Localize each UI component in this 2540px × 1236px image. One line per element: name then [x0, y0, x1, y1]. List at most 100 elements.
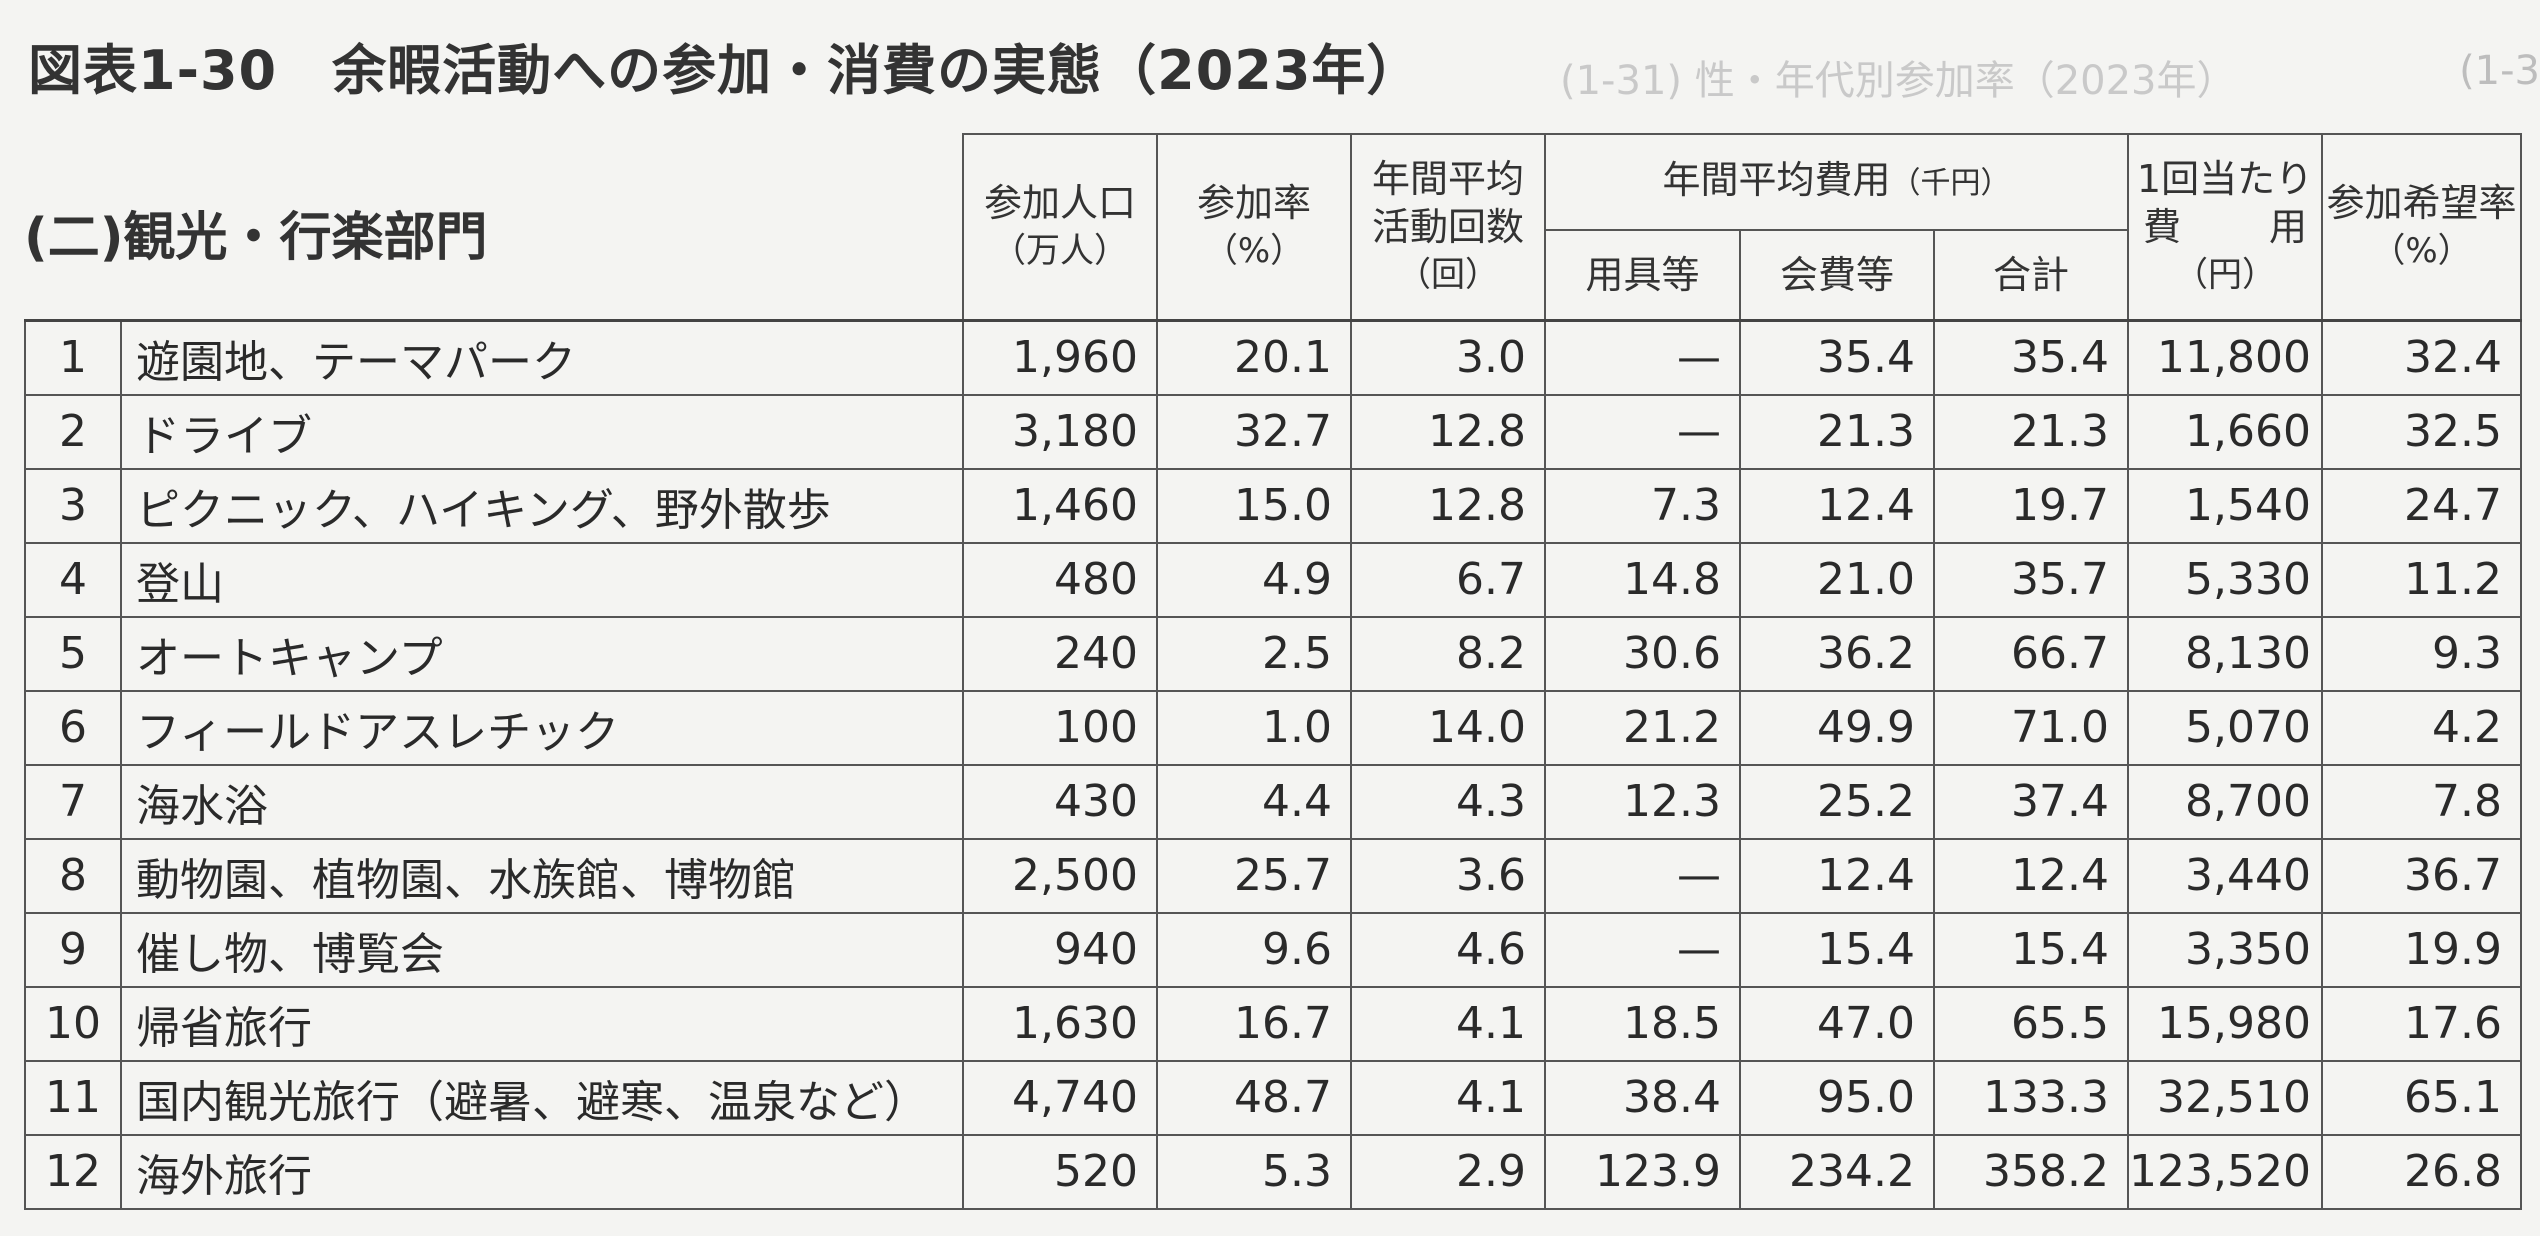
wish-rate-cell: 32.4: [2321, 319, 2522, 396]
activity-name: フィールドアスレチック: [120, 689, 964, 766]
equipment-cost-cell: —: [1544, 911, 1741, 988]
rate-cell: 16.7: [1156, 985, 1352, 1062]
equipment-cost-cell: 12.3: [1544, 763, 1741, 840]
frequency-cell: 14.0: [1350, 689, 1546, 766]
fees-cost-cell: 21.0: [1739, 541, 1935, 618]
header-rate: 参加率 （%）: [1156, 133, 1352, 322]
activity-name: 海水浴: [120, 763, 964, 840]
equipment-cost-cell: —: [1544, 837, 1741, 914]
fees-cost-cell: 25.2: [1739, 763, 1935, 840]
rate-cell: 4.4: [1156, 763, 1352, 840]
row-number: 6: [24, 689, 122, 766]
rate-cell: 4.9: [1156, 541, 1352, 618]
total-cost-cell: 37.4: [1933, 763, 2129, 840]
cost-per-time-cell: 123,520: [2127, 1133, 2323, 1210]
table-row: 6 フィールドアスレチック 100 1.0 14.0 21.2 49.9 71.0 5,070 4…: [24, 689, 2522, 766]
total-cost-cell: 133.3: [1933, 1059, 2129, 1136]
activity-name: 国内観光旅行（避暑、避寒、温泉など）: [120, 1059, 964, 1136]
wish-rate-cell: 24.7: [2321, 467, 2522, 544]
rate-cell: 5.3: [1156, 1133, 1352, 1210]
total-cost-cell: 35.7: [1933, 541, 2129, 618]
activity-name: ドライブ: [120, 393, 964, 470]
frequency-cell: 2.9: [1350, 1133, 1546, 1210]
cost-per-time-cell: 3,440: [2127, 837, 2323, 914]
header-fees: 会費等: [1739, 229, 1935, 322]
participants-cell: 480: [962, 541, 1158, 618]
equipment-cost-cell: 123.9: [1544, 1133, 1741, 1210]
cost-per-time-cell: 8,700: [2127, 763, 2323, 840]
row-number: 10: [24, 985, 122, 1062]
activity-name: ピクニック、ハイキング、野外散歩: [120, 467, 964, 544]
page-title: 図表1-30 余暇活動への参加・消費の実態（2023年）: [28, 39, 1422, 102]
fees-cost-cell: 12.4: [1739, 837, 1935, 914]
wish-rate-cell: 36.7: [2321, 837, 2522, 914]
fees-cost-cell: 49.9: [1739, 689, 1935, 766]
wish-rate-cell: 11.2: [2321, 541, 2522, 618]
total-cost-cell: 35.4: [1933, 319, 2129, 396]
table-row: 11 国内観光旅行（避暑、避寒、温泉など） 4,740 48.7 4.1 38.4 95.0…: [24, 1059, 2522, 1136]
header-total: 合計: [1933, 229, 2129, 322]
rate-cell: 1.0: [1156, 689, 1352, 766]
wish-rate-cell: 19.9: [2321, 911, 2522, 988]
rate-cell: 15.0: [1156, 467, 1352, 544]
leisure-activity-table: 参加人口 （万人） 参加率 （%） 年間平均 活動回数 （回） 年間平均費用（千…: [24, 133, 2522, 1210]
cost-per-time-cell: 8,130: [2127, 615, 2323, 692]
table-row: 1 遊園地、テーマパーク 1,960 20.1 3.0—35.4 35.4 11,800 32…: [24, 319, 2522, 396]
rate-cell: 20.1: [1156, 319, 1352, 396]
row-number: 3: [24, 467, 122, 544]
table-row: 7 海水浴 430 4.4 4.3 12.3 25.2 37.4 8,700 7.8: [24, 763, 2522, 840]
participants-cell: 1,630: [962, 985, 1158, 1062]
table-row: 3 ピクニック、ハイキング、野外散歩 1,460 15.0 12.8 7.3 12.4 19.…: [24, 467, 2522, 544]
fees-cost-cell: 12.4: [1739, 467, 1935, 544]
activity-name: 登山: [120, 541, 964, 618]
cost-per-time-cell: 3,350: [2127, 911, 2323, 988]
frequency-cell: 3.6: [1350, 837, 1546, 914]
header-participants: 参加人口 （万人）: [962, 133, 1158, 322]
total-cost-cell: 15.4: [1933, 911, 2129, 988]
header-equipment: 用具等: [1544, 229, 1741, 322]
total-cost-cell: 66.7: [1933, 615, 2129, 692]
cost-per-time-cell: 1,660: [2127, 393, 2323, 470]
cost-per-time-cell: 5,070: [2127, 689, 2323, 766]
row-number: 4: [24, 541, 122, 618]
fees-cost-cell: 47.0: [1739, 985, 1935, 1062]
table-row: 8 動物園、植物園、水族館、博物館 2,500 25.7 3.6—12.4 12.4 3,4…: [24, 837, 2522, 914]
frequency-cell: 3.0: [1350, 319, 1546, 396]
total-cost-cell: 71.0: [1933, 689, 2129, 766]
equipment-cost-cell: —: [1544, 393, 1741, 470]
rate-cell: 2.5: [1156, 615, 1352, 692]
rate-cell: 32.7: [1156, 393, 1352, 470]
row-number: 5: [24, 615, 122, 692]
participants-cell: 2,500: [962, 837, 1158, 914]
table-body: 1 遊園地、テーマパーク 1,960 20.1 3.0—35.4 35.4 11,800 32…: [24, 319, 2522, 1210]
activity-name: 帰省旅行: [120, 985, 964, 1062]
wish-rate-cell: 32.5: [2321, 393, 2522, 470]
total-cost-cell: 21.3: [1933, 393, 2129, 470]
row-number: 11: [24, 1059, 122, 1136]
total-cost-cell: 19.7: [1933, 467, 2129, 544]
equipment-cost-cell: 7.3: [1544, 467, 1741, 544]
participants-cell: 4,740: [962, 1059, 1158, 1136]
fees-cost-cell: 36.2: [1739, 615, 1935, 692]
equipment-cost-cell: 18.5: [1544, 985, 1741, 1062]
table-row: 5 オートキャンプ 240 2.5 8.2 30.6 36.2 66.7 8,130 9.3: [24, 615, 2522, 692]
equipment-cost-cell: —: [1544, 319, 1741, 396]
wish-rate-cell: 4.2: [2321, 689, 2522, 766]
wish-rate-cell: 7.8: [2321, 763, 2522, 840]
header-annual-cost-group: 年間平均費用（千円）: [1544, 133, 2129, 231]
equipment-cost-cell: 30.6: [1544, 615, 1741, 692]
rate-cell: 25.7: [1156, 837, 1352, 914]
total-cost-cell: 65.5: [1933, 985, 2129, 1062]
table-row: 2 ドライブ 3,180 32.7 12.8—21.3 21.3 1,660 32.5: [24, 393, 2522, 470]
cost-per-time-cell: 15,980: [2127, 985, 2323, 1062]
bleed-through-text-right: (1-3: [2459, 48, 2540, 94]
header-wish-rate: 参加希望率 （%）: [2321, 133, 2522, 322]
cost-per-time-cell: 32,510: [2127, 1059, 2323, 1136]
header-frequency: 年間平均 活動回数 （回）: [1350, 133, 1546, 322]
wish-rate-cell: 17.6: [2321, 985, 2522, 1062]
cost-per-time-cell: 11,800: [2127, 319, 2323, 396]
table-row: 10 帰省旅行 1,630 16.7 4.1 18.5 47.0 65.5 15,980 17.6: [24, 985, 2522, 1062]
row-number: 1: [24, 319, 122, 396]
table-row: 12 海外旅行 520 5.3 2.9 123.9 234.2 358.2 123,520 26.…: [24, 1133, 2522, 1210]
row-number: 8: [24, 837, 122, 914]
